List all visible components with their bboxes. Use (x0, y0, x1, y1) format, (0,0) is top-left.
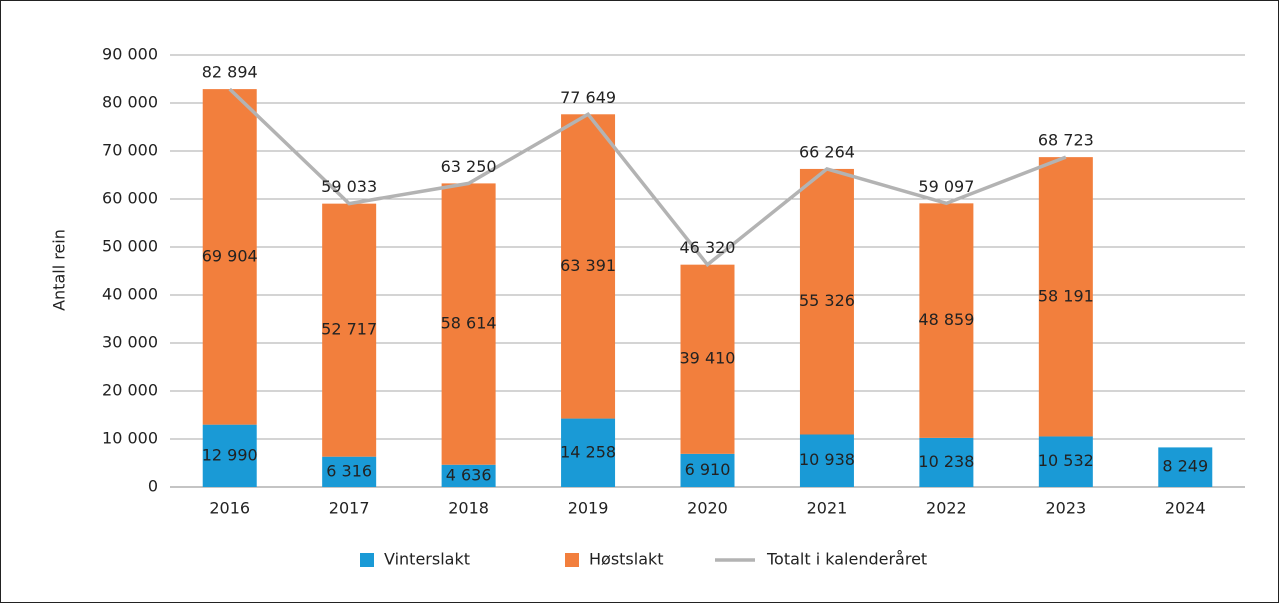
data-label: 63 391 (560, 256, 616, 275)
y-tick-label: 50 000 (102, 237, 158, 256)
bar (561, 418, 616, 487)
x-tick-label: 2017 (329, 499, 370, 518)
x-tick-label: 2018 (448, 499, 489, 518)
y-tick-label: 20 000 (102, 381, 158, 400)
bar (561, 114, 616, 419)
x-tick-label: 2024 (1165, 499, 1206, 518)
bar (680, 264, 735, 454)
y-tick-label: 0 (148, 477, 158, 496)
x-tick-label: 2023 (1045, 499, 1086, 518)
y-axis-title: Antall rein (50, 229, 69, 311)
bar (1038, 436, 1093, 487)
x-tick-label: 2021 (807, 499, 848, 518)
bar (680, 453, 735, 487)
data-label: 8 249 (1162, 457, 1208, 476)
bar (202, 424, 257, 487)
x-tick-label: 2016 (209, 499, 250, 518)
data-label: 4 636 (446, 465, 492, 484)
y-tick-label: 10 000 (102, 429, 158, 448)
data-label: 58 614 (441, 314, 497, 333)
data-label: 68 723 (1038, 131, 1094, 150)
legend-swatch (565, 553, 579, 567)
legend-label: Høstslakt (589, 550, 664, 569)
data-label: 6 316 (326, 461, 372, 480)
y-tick-label: 90 000 (102, 45, 158, 64)
bar (799, 168, 854, 435)
data-label: 39 410 (680, 349, 736, 368)
y-tick-label: 30 000 (102, 333, 158, 352)
bar (441, 183, 496, 465)
bar (799, 434, 854, 487)
y-tick-label: 80 000 (102, 93, 158, 112)
data-label: 10 532 (1038, 451, 1094, 470)
legend-label: Vinterslakt (384, 550, 470, 569)
x-tick-label: 2020 (687, 499, 728, 518)
legend-label: Totalt i kalenderåret (766, 550, 927, 569)
bar (322, 203, 377, 457)
bar (441, 464, 496, 487)
data-label: 10 238 (918, 452, 974, 471)
data-label: 52 717 (321, 320, 377, 339)
legend-swatch (360, 553, 374, 567)
bar (1038, 157, 1093, 437)
data-label: 66 264 (799, 142, 855, 161)
y-tick-label: 40 000 (102, 285, 158, 304)
data-label: 12 990 (202, 445, 258, 464)
data-label: 82 894 (202, 63, 258, 82)
data-label: 77 649 (560, 88, 616, 107)
data-label: 69 904 (202, 246, 258, 265)
y-tick-label: 60 000 (102, 189, 158, 208)
data-label: 58 191 (1038, 286, 1094, 305)
line (228, 87, 1067, 268)
data-label: 46 320 (680, 238, 736, 257)
bar (919, 203, 974, 438)
bar (919, 437, 974, 487)
bar (202, 89, 257, 425)
data-label: 10 938 (799, 450, 855, 469)
data-label: 48 859 (918, 310, 974, 329)
x-tick-label: 2019 (568, 499, 609, 518)
x-tick-label: 2022 (926, 499, 967, 518)
data-label: 59 033 (321, 177, 377, 196)
bar (322, 456, 377, 487)
data-label: 59 097 (918, 177, 974, 196)
data-label: 55 326 (799, 291, 855, 310)
data-label: 6 910 (685, 460, 731, 479)
data-label: 63 250 (441, 157, 497, 176)
bar (1158, 447, 1213, 487)
data-label: 14 258 (560, 442, 616, 461)
y-tick-label: 70 000 (102, 141, 158, 160)
